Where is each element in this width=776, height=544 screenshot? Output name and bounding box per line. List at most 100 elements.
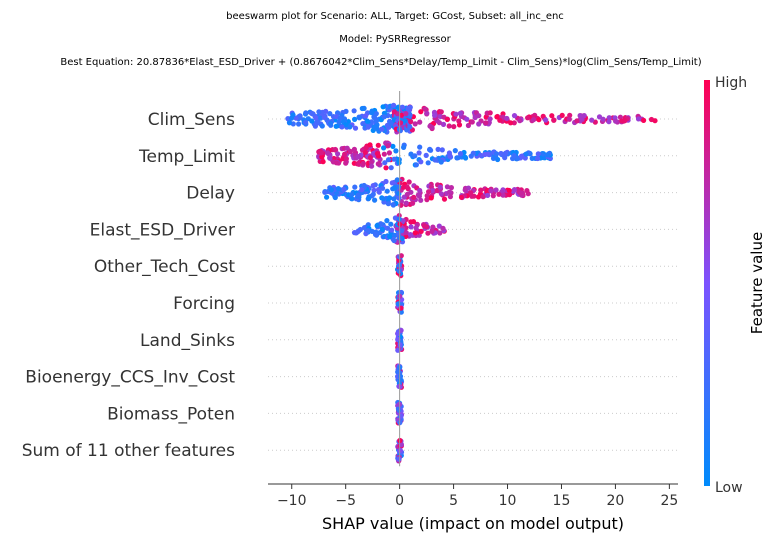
shap-point bbox=[359, 187, 365, 193]
shap-point bbox=[577, 113, 583, 119]
shap-point bbox=[370, 183, 376, 189]
shap-point bbox=[457, 151, 464, 157]
shap-point bbox=[462, 154, 468, 160]
shap-point bbox=[370, 191, 376, 197]
shap-point bbox=[369, 163, 375, 169]
shap-point bbox=[589, 117, 595, 123]
shap-point bbox=[319, 154, 325, 160]
shap-point bbox=[436, 120, 442, 126]
shap-point bbox=[380, 185, 386, 191]
shap-point bbox=[511, 113, 518, 119]
shap-point bbox=[490, 193, 496, 199]
shap-point bbox=[371, 150, 377, 156]
shap-point bbox=[457, 110, 463, 116]
chart-title-line-1: beeswarm plot for Scenario: ALL, Target:… bbox=[226, 11, 564, 22]
shap-point bbox=[497, 117, 503, 123]
shap-point bbox=[380, 104, 386, 110]
shap-point bbox=[518, 153, 525, 159]
shap-point bbox=[396, 407, 402, 413]
shap-point bbox=[407, 112, 413, 119]
feature-label: Delay bbox=[186, 184, 235, 204]
shap-point bbox=[446, 123, 452, 129]
shap-point bbox=[352, 125, 359, 131]
shap-point bbox=[447, 194, 453, 200]
shap-point bbox=[332, 194, 338, 201]
shap-point bbox=[360, 160, 366, 167]
shap-point bbox=[478, 152, 484, 158]
shap-point bbox=[368, 159, 374, 165]
shap-point bbox=[511, 153, 517, 159]
x-tick-label: −5 bbox=[335, 493, 356, 509]
shap-point bbox=[410, 200, 416, 206]
shap-point bbox=[596, 114, 603, 120]
shap-point bbox=[424, 224, 430, 230]
shap-point bbox=[398, 120, 404, 126]
shap-point bbox=[303, 119, 309, 125]
shap-point bbox=[404, 191, 410, 197]
shap-point bbox=[303, 110, 309, 116]
shap-point bbox=[390, 143, 396, 149]
shap-point bbox=[396, 195, 402, 201]
shap-point bbox=[417, 187, 423, 194]
x-axis-label: SHAP value (impact on model output) bbox=[322, 514, 624, 533]
shap-point bbox=[635, 116, 642, 122]
shap-point bbox=[536, 117, 542, 123]
shap-point bbox=[400, 184, 407, 190]
shap-point bbox=[619, 118, 625, 124]
shap-point bbox=[397, 447, 403, 453]
colorbar-label: Feature value bbox=[748, 232, 766, 334]
shap-point bbox=[380, 196, 386, 202]
shap-point bbox=[395, 347, 401, 353]
shap-point bbox=[297, 113, 303, 119]
shap-point bbox=[468, 153, 474, 159]
shap-point bbox=[388, 165, 394, 171]
shap-point bbox=[389, 227, 395, 233]
shap-point bbox=[483, 120, 489, 126]
shap-point bbox=[396, 456, 402, 462]
x-tick-label: 15 bbox=[553, 493, 571, 509]
shap-point bbox=[407, 124, 413, 130]
shap-point bbox=[487, 110, 493, 116]
shap-point bbox=[465, 122, 471, 129]
shap-point bbox=[349, 192, 355, 198]
feature-label: Sum of 11 other features bbox=[22, 441, 235, 461]
shap-point bbox=[349, 196, 355, 202]
x-tick-label: 0 bbox=[395, 493, 404, 509]
shap-point bbox=[393, 148, 399, 154]
shap-point bbox=[464, 116, 470, 122]
shap-point bbox=[391, 102, 397, 108]
x-tick-label: −10 bbox=[277, 493, 307, 509]
shap-point bbox=[606, 115, 612, 121]
colorbar-high-label: High bbox=[715, 75, 747, 91]
shap-point bbox=[361, 225, 368, 231]
x-tick-label: 25 bbox=[660, 493, 678, 509]
feature-label: Other_Tech_Cost bbox=[94, 257, 235, 277]
shap-point bbox=[523, 151, 529, 157]
shap-point bbox=[440, 121, 447, 127]
shap-point bbox=[432, 112, 438, 118]
shap-point bbox=[373, 111, 379, 117]
shap-point bbox=[425, 160, 431, 166]
shap-point bbox=[416, 150, 422, 156]
shap-point bbox=[456, 122, 463, 128]
shap-point bbox=[493, 187, 499, 193]
chart-title-line-3: Best Equation: 20.87836*Elast_ESD_Driver… bbox=[60, 57, 701, 68]
shap-point bbox=[361, 182, 367, 189]
shap-point bbox=[559, 112, 565, 118]
shap-point bbox=[531, 117, 537, 123]
shap-point bbox=[383, 178, 389, 185]
shap-point bbox=[333, 160, 340, 166]
shap-point bbox=[574, 118, 580, 124]
shap-point bbox=[339, 124, 345, 130]
shap-point bbox=[397, 373, 404, 379]
shap-point bbox=[566, 116, 573, 122]
shap-point bbox=[430, 224, 436, 230]
shap-point bbox=[451, 124, 457, 130]
shap-point bbox=[504, 115, 510, 122]
shap-point bbox=[341, 186, 347, 193]
feature-label: Clim_Sens bbox=[148, 110, 235, 130]
shap-point bbox=[440, 225, 446, 231]
shap-point bbox=[581, 113, 587, 119]
shap-point bbox=[418, 109, 424, 115]
shap-point bbox=[543, 117, 549, 123]
